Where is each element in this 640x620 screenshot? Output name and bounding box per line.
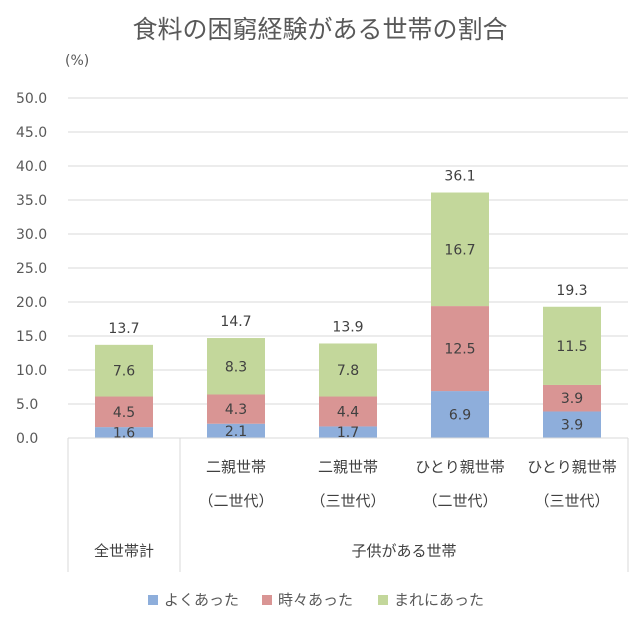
total-label: 19.3	[556, 283, 587, 299]
bar-segment	[207, 394, 265, 424]
x-tick-sublabel: （三世代）	[534, 492, 609, 510]
bar-segment	[207, 423, 265, 438]
data-label: 7.8	[337, 363, 359, 379]
x-tick-label: 二親世帯	[318, 458, 378, 476]
legend-swatch	[148, 595, 158, 605]
y-tick-label: 35.0	[16, 193, 47, 209]
data-label: 1.6	[113, 426, 135, 442]
group-label: 子供がある世帯	[351, 542, 456, 560]
bar-segment	[319, 343, 377, 397]
category-table: 二親世帯 （二世代） 二親世帯 （三世代） ひとり親世帯 （二世代） ひとり親世帯 （三世代）…	[67, 437, 629, 572]
data-label: 4.4	[337, 404, 359, 420]
data-label: 4.3	[225, 402, 247, 418]
bar-segment	[543, 306, 601, 385]
data-label: 12.5	[444, 342, 475, 358]
y-tick-label: 45.0	[16, 125, 47, 141]
x-tick-label: 二親世帯	[206, 458, 266, 476]
bar-segment	[543, 384, 601, 412]
legend: よくあった 時々あった まれにあった	[148, 591, 484, 609]
y-tick-label: 5.0	[16, 397, 38, 413]
bar-segment	[95, 396, 153, 428]
y-tick-label: 30.0	[16, 227, 47, 243]
y-tick-label: 20.0	[16, 295, 47, 311]
x-tick-label: ひとり親世帯	[415, 458, 505, 476]
data-label: 8.3	[225, 359, 247, 375]
total-label: 13.9	[332, 319, 363, 335]
y-tick-label: 10.0	[16, 363, 47, 379]
y-tick-label: 25.0	[16, 261, 47, 277]
bar-segment	[431, 306, 489, 392]
legend-label: 時々あった	[278, 591, 353, 609]
data-label: 16.7	[444, 242, 475, 258]
data-label: 11.5	[556, 339, 587, 355]
total-label: 13.7	[108, 321, 139, 337]
legend-label: よくあった	[164, 591, 239, 609]
data-label: 4.5	[113, 405, 135, 421]
y-axis-unit: (%)	[65, 53, 89, 69]
bar-segment	[431, 192, 489, 307]
data-label: 3.9	[561, 418, 583, 434]
y-tick-labels: 0.0 5.0 10.0 15.0 20.0 25.0 30.0 35.0 40.0 45.0 50…	[16, 91, 47, 447]
x-tick-label: ひとり親世帯	[527, 458, 617, 476]
bar-segment	[207, 338, 265, 395]
bar-segment	[95, 344, 153, 397]
bars: 1.6 4.5 7.6 13.7 2.1 4.3 8.3 14.7 1.7 4.4 7.8 13.9 6…	[95, 169, 601, 442]
bar-segment	[319, 426, 377, 438]
x-tick-sublabel: （二世代）	[198, 492, 273, 510]
group-label: 全世帯計	[94, 542, 154, 560]
y-tick-label: 15.0	[16, 329, 47, 345]
data-label: 3.9	[561, 391, 583, 407]
legend-label: まれにあった	[394, 591, 484, 609]
x-tick-sublabel: （二世代）	[422, 492, 497, 510]
data-label: 2.1	[225, 424, 247, 440]
y-tick-label: 50.0	[16, 91, 47, 107]
total-label: 14.7	[220, 314, 251, 330]
y-tick-label: 40.0	[16, 159, 47, 175]
x-tick-sublabel: （三世代）	[310, 492, 385, 510]
data-label: 1.7	[337, 425, 359, 441]
bar-segment	[431, 391, 489, 438]
data-label: 7.6	[113, 364, 135, 380]
legend-swatch	[378, 595, 388, 605]
chart-title: 食料の困窮経験がある世帯の割合	[132, 15, 507, 44]
bar-segment	[543, 411, 601, 438]
bar-segment	[319, 396, 377, 427]
y-tick-label: 0.0	[16, 431, 38, 447]
bar-segment	[95, 427, 153, 438]
data-label: 6.9	[449, 408, 471, 424]
legend-swatch	[262, 595, 272, 605]
gridlines	[68, 97, 628, 439]
total-label: 36.1	[444, 169, 475, 185]
